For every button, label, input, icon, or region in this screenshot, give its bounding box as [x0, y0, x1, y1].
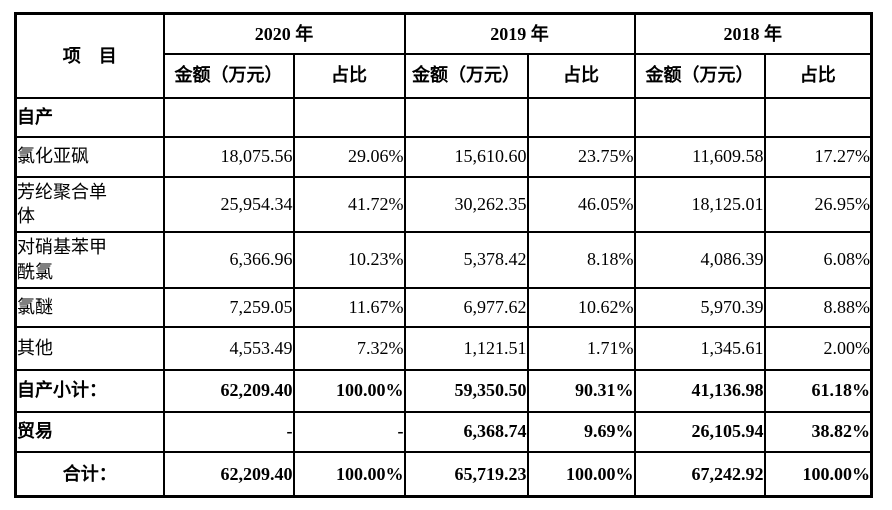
table-cell: 67,242.92	[633, 450, 766, 498]
table-cell: 6,977.62	[403, 286, 529, 328]
table-cell: 4,553.49	[162, 325, 295, 371]
year-2018-header: 2018 年	[633, 12, 873, 55]
item-column-header: 项 目	[14, 12, 165, 99]
table-cell: 100.00%	[292, 368, 406, 413]
table-row-thionyl-chloride: 氯化亚砜 18,075.56 29.06% 15,610.60 23.75% 1…	[14, 135, 873, 178]
row-label: 自产	[14, 96, 165, 138]
table-cell: 5,970.39	[633, 286, 766, 328]
table-cell: 7,259.05	[162, 286, 295, 328]
table-row-chloroether: 氯醚 7,259.05 11.67% 6,977.62 10.62% 5,970…	[14, 286, 873, 328]
table-cell: -	[162, 410, 295, 453]
row-label: 贸易	[14, 410, 165, 453]
share-header-2019: 占比	[526, 52, 636, 99]
row-label: 氯醚	[14, 286, 165, 328]
table-cell: 6,368.74	[403, 410, 529, 453]
table-cell: 1,121.51	[403, 325, 529, 371]
table-cell: 5,378.42	[403, 230, 529, 289]
table-row-self-produced-subtotal: 自产小计： 62,209.40 100.00% 59,350.50 90.31%…	[14, 368, 873, 413]
table-cell: 25,954.34	[162, 175, 295, 233]
table-cell: 9.69%	[526, 410, 636, 453]
row-label: 氯化亚砜	[14, 135, 165, 178]
table-cell: 11,609.58	[633, 135, 766, 178]
table-cell: 26.95%	[763, 175, 873, 233]
table-cell: 10.62%	[526, 286, 636, 328]
table-row-p-nitrobenzoyl-chloride: 对硝基苯甲 酰氯 6,366.96 10.23% 5,378.42 8.18% …	[14, 230, 873, 289]
table-cell: 8.88%	[763, 286, 873, 328]
table-cell: 26,105.94	[633, 410, 766, 453]
year-2019-header: 2019 年	[403, 12, 636, 55]
table-row-others: 其他 4,553.49 7.32% 1,121.51 1.71% 1,345.6…	[14, 325, 873, 371]
table-cell: 11.67%	[292, 286, 406, 328]
table-cell	[403, 96, 529, 138]
row-label: 对硝基苯甲 酰氯	[14, 230, 165, 289]
table-cell: 29.06%	[292, 135, 406, 178]
revenue-breakdown-table: 项 目 2020 年 2019 年 2018 年 金额（万元） 占比 金额（万元…	[14, 12, 873, 498]
amount-header-2019: 金额（万元）	[403, 52, 529, 99]
table-cell: 41.72%	[292, 175, 406, 233]
table-cell: 1.71%	[526, 325, 636, 371]
table-cell: 38.82%	[763, 410, 873, 453]
table-cell: 100.00%	[763, 450, 873, 498]
amount-header-2018: 金额（万元）	[633, 52, 766, 99]
amount-header-2020: 金额（万元）	[162, 52, 295, 99]
table-row-aramid-monomer: 芳纶聚合单 体 25,954.34 41.72% 30,262.35 46.05…	[14, 175, 873, 233]
table-cell: 4,086.39	[633, 230, 766, 289]
table-cell: 65,719.23	[403, 450, 529, 498]
table-cell: 15,610.60	[403, 135, 529, 178]
header-row-subcolumns: 金额（万元） 占比 金额（万元） 占比 金额（万元） 占比	[16, 52, 873, 99]
table-cell: 23.75%	[526, 135, 636, 178]
table-cell: 17.27%	[763, 135, 873, 178]
table-cell: 6,366.96	[162, 230, 295, 289]
table-cell: 90.31%	[526, 368, 636, 413]
table-row-total: 合计： 62,209.40 100.00% 65,719.23 100.00% …	[14, 450, 873, 498]
table-cell: 18,125.01	[633, 175, 766, 233]
share-header-2018: 占比	[763, 52, 873, 99]
row-label: 合计：	[14, 450, 165, 498]
row-label: 自产小计：	[14, 368, 165, 413]
table-cell	[292, 96, 406, 138]
table-cell: 41,136.98	[633, 368, 766, 413]
table-row-self-produced-section: 自产	[14, 96, 873, 138]
revenue-breakdown-table-wrap: 项 目 2020 年 2019 年 2018 年 金额（万元） 占比 金额（万元…	[14, 12, 873, 498]
table-cell: 100.00%	[292, 450, 406, 498]
header-row-years: 项 目 2020 年 2019 年 2018 年	[14, 12, 873, 99]
table-cell: -	[292, 410, 406, 453]
table-cell: 59,350.50	[403, 368, 529, 413]
row-label: 芳纶聚合单 体	[14, 175, 165, 233]
table-cell: 46.05%	[526, 175, 636, 233]
table-cell: 62,209.40	[162, 368, 295, 413]
table-cell: 18,075.56	[162, 135, 295, 178]
table-cell: 7.32%	[292, 325, 406, 371]
table-cell: 2.00%	[763, 325, 873, 371]
row-label: 其他	[14, 325, 165, 371]
year-2020-header: 2020 年	[162, 12, 406, 55]
table-cell: 6.08%	[763, 230, 873, 289]
share-header-2020: 占比	[292, 52, 406, 99]
table-cell: 8.18%	[526, 230, 636, 289]
table-cell: 10.23%	[292, 230, 406, 289]
table-cell: 100.00%	[526, 450, 636, 498]
table-cell: 62,209.40	[162, 450, 295, 498]
table-row-trade: 贸易 - - 6,368.74 9.69% 26,105.94 38.82%	[14, 410, 873, 453]
table-cell: 61.18%	[763, 368, 873, 413]
table-cell	[763, 96, 873, 138]
table-cell	[526, 96, 636, 138]
table-cell: 1,345.61	[633, 325, 766, 371]
table-cell	[162, 96, 295, 138]
table-cell	[633, 96, 766, 138]
table-cell: 30,262.35	[403, 175, 529, 233]
